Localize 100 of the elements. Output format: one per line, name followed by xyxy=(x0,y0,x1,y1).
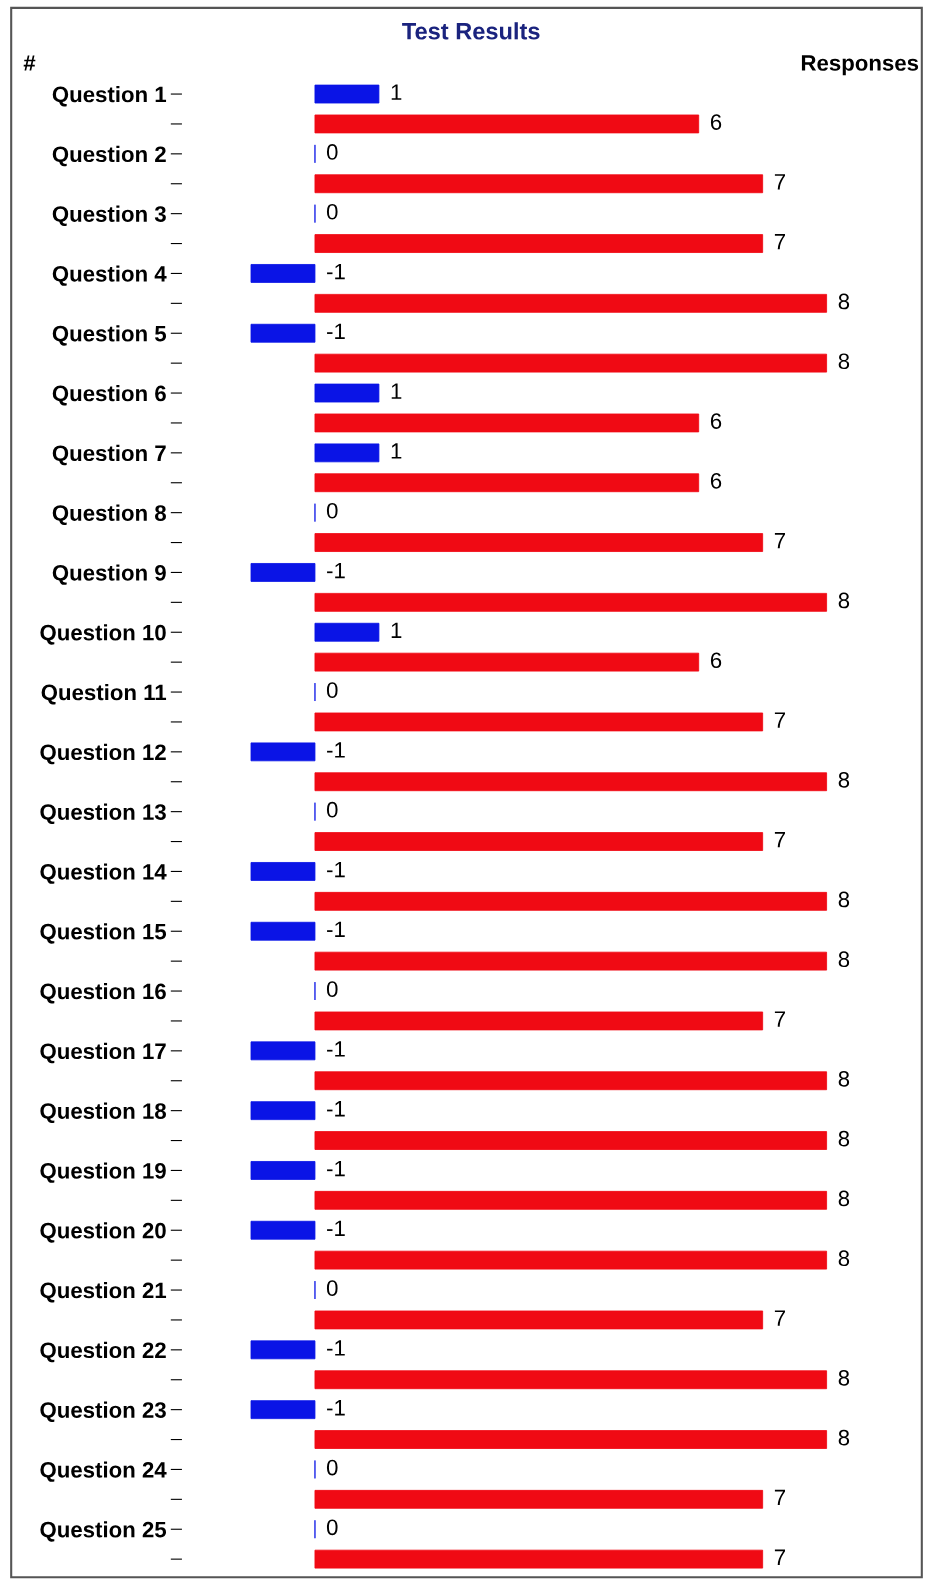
data-label: -1 xyxy=(327,1101,345,1117)
data-label: -1 xyxy=(327,562,345,579)
bar xyxy=(314,353,828,373)
y-tick-label: Question 16 xyxy=(40,982,166,1004)
y-tick-label: Question 18 xyxy=(40,1102,166,1124)
bar xyxy=(314,1430,828,1449)
bar xyxy=(314,891,828,911)
y-tick-label: Question 12 xyxy=(40,743,166,765)
data-label: 8 xyxy=(838,1130,850,1147)
data-label: 8 xyxy=(838,891,850,908)
y-tick-label: Question 24 xyxy=(40,1461,167,1482)
data-label: 7 xyxy=(774,1011,786,1027)
data-label: 7 xyxy=(774,712,786,728)
bar xyxy=(314,1250,828,1270)
data-label: 6 xyxy=(710,472,722,489)
data-label: 8 xyxy=(838,592,850,609)
y-tick-label: Question 7 xyxy=(52,444,166,466)
data-label: 8 xyxy=(838,951,850,968)
bar xyxy=(314,1131,828,1150)
bar xyxy=(250,1101,316,1121)
data-label: 8 xyxy=(838,293,850,310)
bar xyxy=(250,921,316,941)
data-label: 8 xyxy=(838,1429,850,1446)
y-tick-label: Question 11 xyxy=(41,683,167,705)
data-label: 0 xyxy=(326,1280,338,1297)
data-label: -1 xyxy=(327,1041,345,1057)
data-label: 6 xyxy=(710,114,722,130)
data-label: -1 xyxy=(327,323,345,339)
y-tick-label: Question 19 xyxy=(40,1162,166,1183)
data-label: 0 xyxy=(326,981,338,998)
y-tick-label: Question 15 xyxy=(40,923,167,944)
data-label: 1 xyxy=(391,84,402,100)
bar xyxy=(314,1310,764,1330)
bar xyxy=(314,443,380,463)
bar xyxy=(250,1340,316,1360)
data-label: 0 xyxy=(326,144,338,160)
data-label: 7 xyxy=(774,832,786,848)
data-label: 0 xyxy=(326,801,338,818)
bar xyxy=(250,264,316,283)
bar xyxy=(314,234,764,253)
data-label: 8 xyxy=(838,771,850,788)
bar xyxy=(314,712,764,732)
y-tick-label: Question 1 xyxy=(52,86,167,107)
bar xyxy=(314,174,764,194)
data-label: 1 xyxy=(391,383,402,399)
bar xyxy=(250,1041,316,1061)
data-label: -1 xyxy=(327,1400,345,1416)
data-label: 7 xyxy=(774,174,786,190)
y-tick-label: Question 20 xyxy=(40,1222,166,1243)
bar xyxy=(250,1161,316,1180)
data-label: 7 xyxy=(774,234,786,250)
data-label: 0 xyxy=(326,682,338,699)
bar xyxy=(314,533,764,552)
y-tick-label: Question 2 xyxy=(52,145,166,167)
y-tick-label: Question 13 xyxy=(40,803,166,825)
y-tick-label: Question 21 xyxy=(40,1281,167,1303)
data-label: 6 xyxy=(710,652,722,669)
data-label: -1 xyxy=(327,861,345,878)
bar xyxy=(314,832,764,851)
y-tick-label: Question 14 xyxy=(40,863,167,884)
y-tick-label: Question 5 xyxy=(52,325,167,346)
data-label: 8 xyxy=(838,353,850,370)
bar xyxy=(314,592,828,612)
y-axis-title: # xyxy=(23,55,36,71)
y-tick-label: Question 25 xyxy=(40,1521,167,1542)
data-label: -1 xyxy=(327,1160,345,1177)
bar xyxy=(314,293,828,313)
y-tick-label: Question 6 xyxy=(52,385,166,406)
data-label: 7 xyxy=(774,533,786,549)
data-label: 1 xyxy=(391,443,402,459)
bar xyxy=(314,772,828,792)
data-label: 0 xyxy=(326,502,338,519)
bar xyxy=(314,652,700,672)
data-label: 8 xyxy=(838,1070,850,1087)
data-label: 7 xyxy=(774,1489,786,1506)
data-label: -1 xyxy=(327,1340,345,1356)
data-label: -1 xyxy=(327,921,345,937)
y2-axis-title: Responses xyxy=(801,55,919,76)
bar xyxy=(314,1549,764,1569)
chart-title: Test Results xyxy=(402,22,540,40)
bar xyxy=(250,742,316,762)
y-tick-label: Question 4 xyxy=(52,265,167,286)
data-label: -1 xyxy=(327,1220,345,1236)
y-tick-label: Question 8 xyxy=(52,504,166,526)
bar xyxy=(250,563,316,582)
data-label: 8 xyxy=(838,1250,850,1267)
bar xyxy=(314,951,828,971)
data-label: 0 xyxy=(326,203,338,220)
y-tick-label: Question 9 xyxy=(52,564,166,585)
bar xyxy=(314,473,700,493)
y-tick-label: Question 10 xyxy=(40,624,166,645)
bar xyxy=(250,323,316,343)
bar xyxy=(314,622,380,642)
data-label: 8 xyxy=(838,1369,850,1386)
data-label: 0 xyxy=(326,1459,338,1476)
data-label: -1 xyxy=(327,742,345,758)
bar xyxy=(314,1011,764,1031)
bar xyxy=(314,1370,828,1390)
y-tick-label: Question 23 xyxy=(40,1401,166,1423)
bar xyxy=(314,114,700,134)
